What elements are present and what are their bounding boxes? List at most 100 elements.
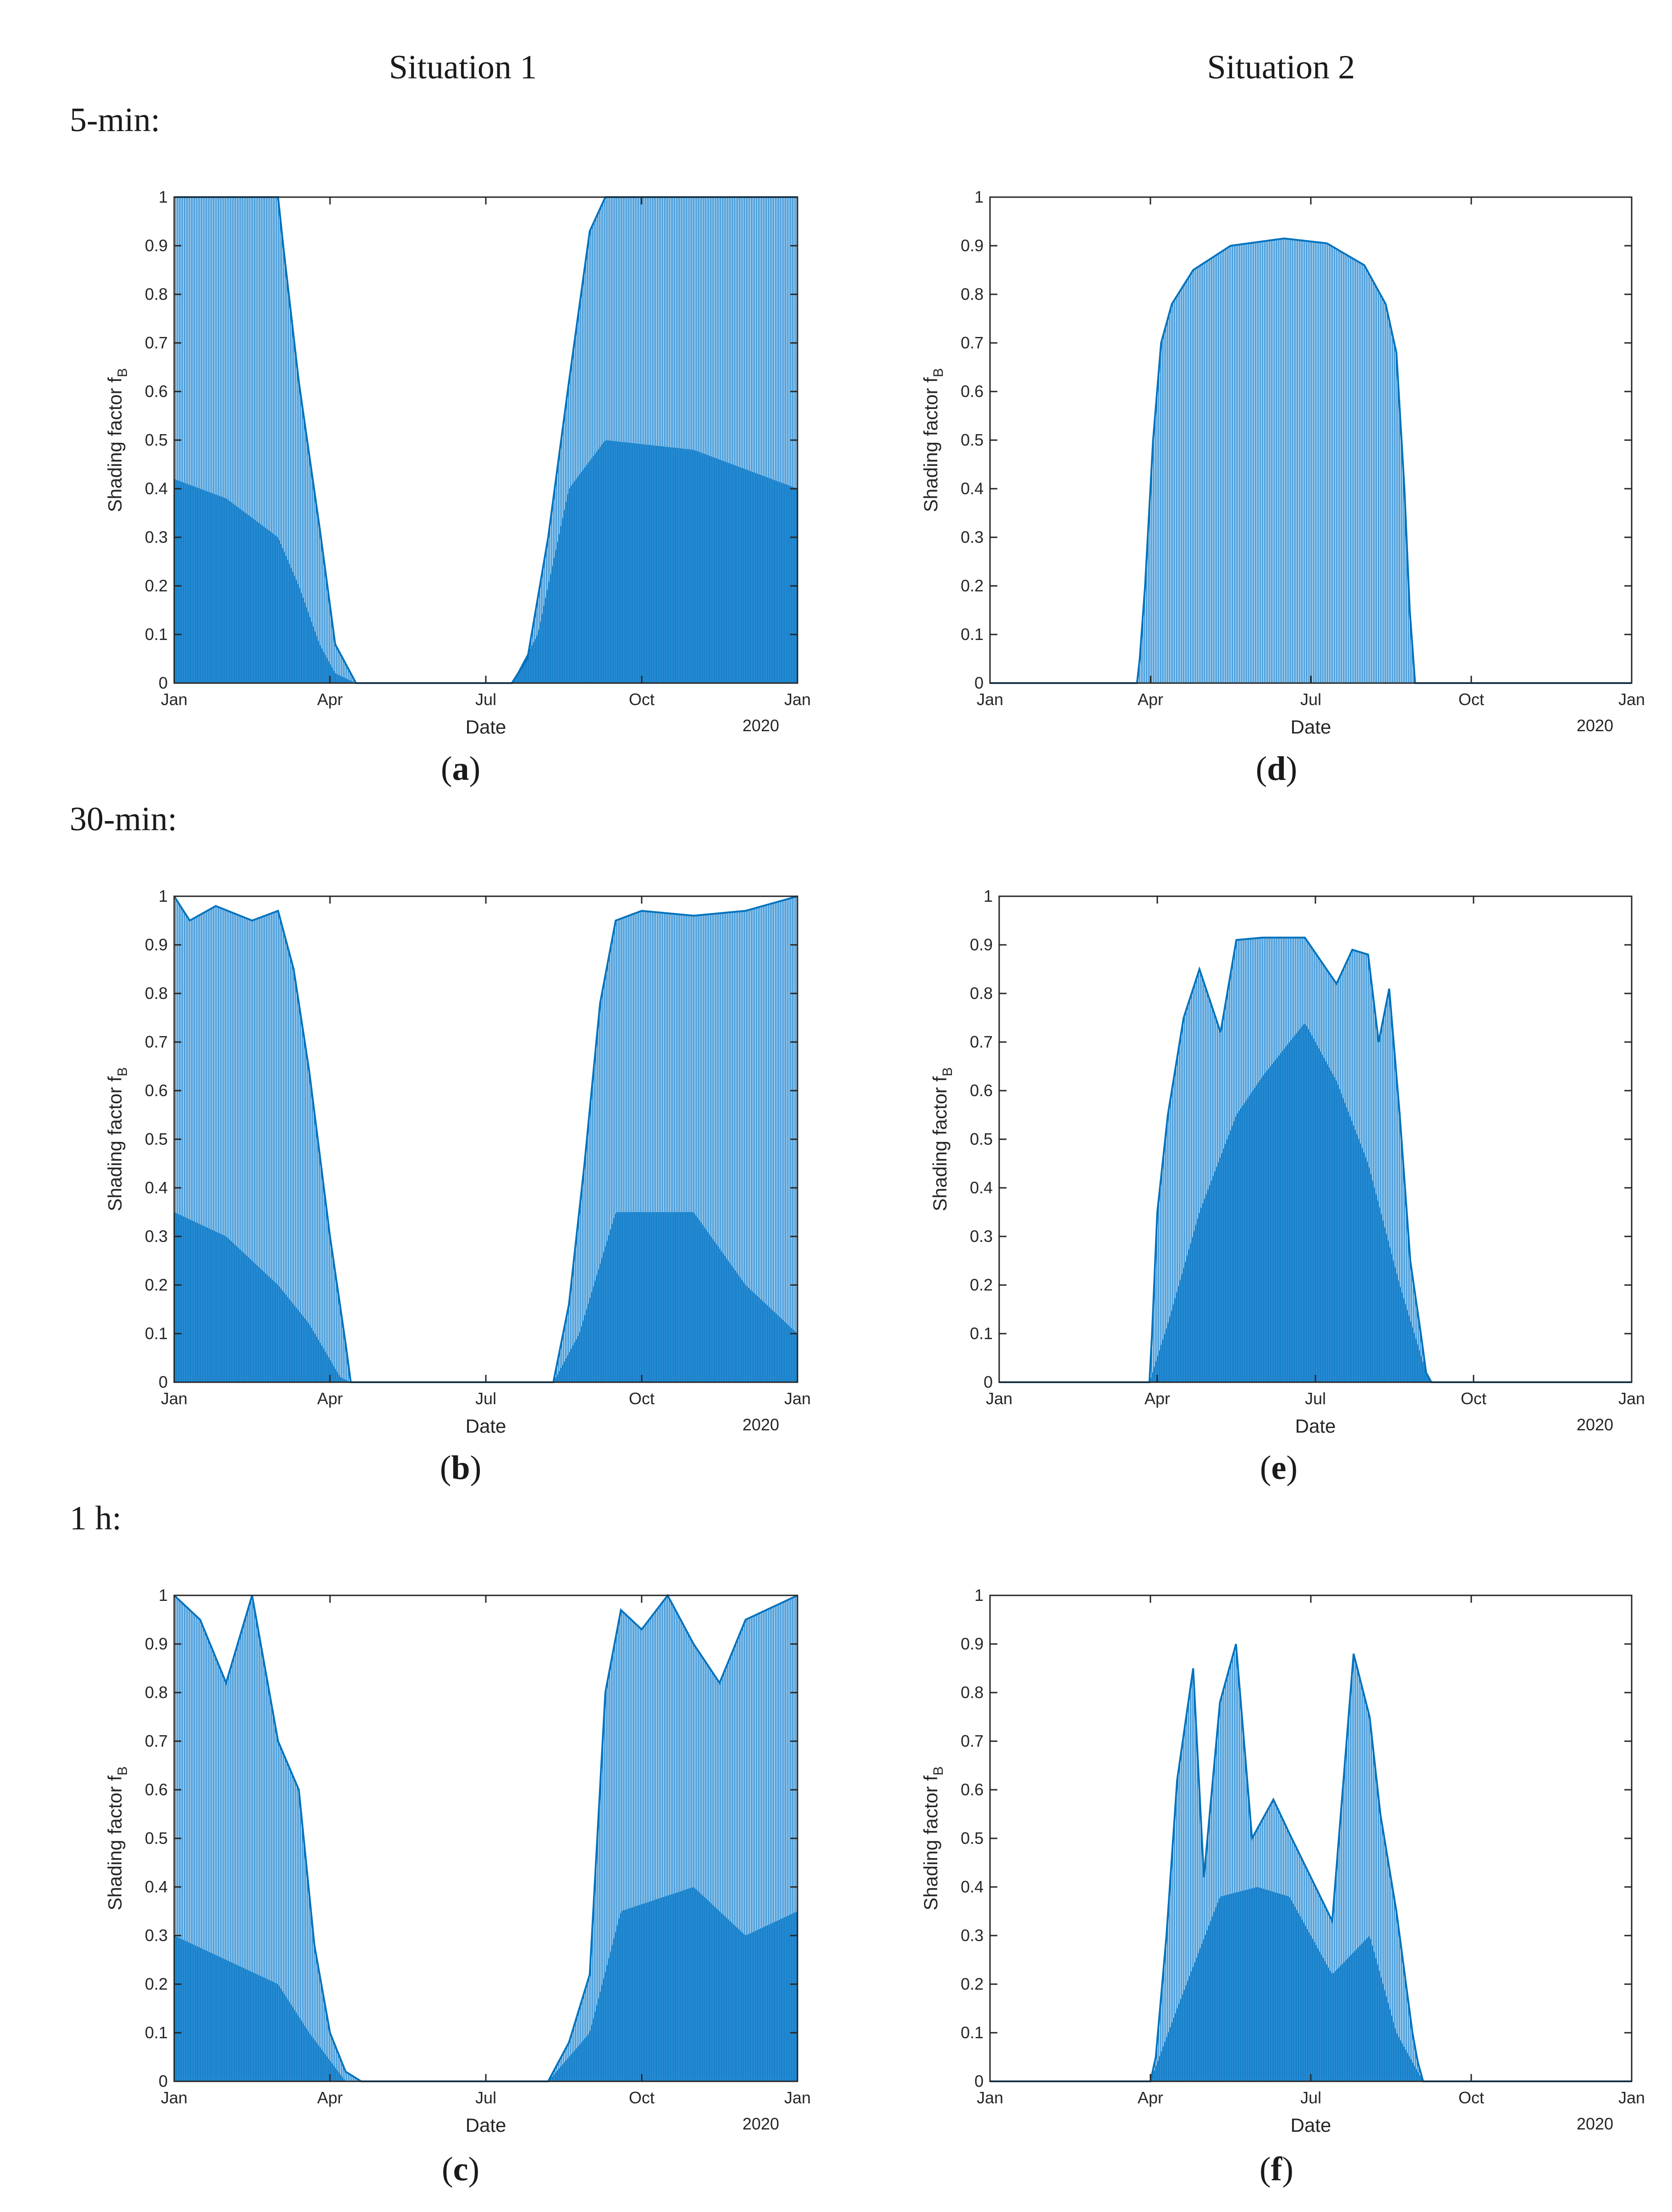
y-tick-label: 0.7 (145, 1032, 168, 1051)
y-axis-label: Shading factor fB (920, 368, 946, 512)
y-tick-label: 0.7 (961, 333, 984, 352)
caption-d: (d) (1255, 750, 1298, 788)
x-tick-label: Jan (784, 1389, 811, 1408)
x-year-label: 2020 (742, 716, 779, 735)
x-tick-label: Apr (317, 690, 343, 709)
caption-c-letter: c (453, 2151, 468, 2188)
y-tick-label: 0.6 (961, 382, 984, 401)
y-tick-label: 0 (974, 2072, 984, 2091)
y-axis-label: Shading factor fB (929, 1067, 955, 1211)
y-tick-label: 0.6 (970, 1081, 993, 1100)
caption-b: (b) (440, 1449, 482, 1487)
y-tick-label: 0.1 (961, 2023, 984, 2042)
row-header-30min: 30-min: (70, 800, 177, 838)
x-year-label: 2020 (1577, 716, 1613, 735)
y-axis-label-subscript: B (115, 1766, 130, 1776)
x-tick-label: Apr (1138, 2088, 1163, 2107)
y-axis-label-main: Shading factor f (920, 1776, 941, 1911)
x-tick-label: Jan (784, 690, 811, 709)
y-tick-label: 0.8 (145, 1683, 168, 1702)
y-tick-label: 0.4 (145, 1178, 168, 1197)
y-tick-label: 0.4 (961, 479, 984, 498)
x-tick-label: Jan (161, 690, 187, 709)
y-tick-label: 0.4 (970, 1178, 993, 1197)
chart-panel-e: 0 0.1 0.2 0.3 0.4 0.5 0.6 0.7 0.8 0.9 1 Jan Apr Jul Oc… (929, 887, 1645, 1437)
y-axis-label: Shading factor fB (104, 1067, 130, 1211)
y-tick-label: 0.1 (145, 625, 168, 644)
caption-a: (a) (440, 750, 481, 788)
y-tick-label: 0.8 (145, 984, 168, 1003)
x-tick-label: Jul (1305, 1389, 1326, 1408)
y-axis-label-subscript: B (115, 1067, 130, 1076)
y-tick-label: 0.5 (145, 430, 168, 449)
y-tick-label: 0.5 (145, 1829, 168, 1848)
y-axis-label-subscript: B (115, 368, 130, 377)
x-year-label: 2020 (742, 1415, 779, 1434)
y-axis-label-subscript: B (931, 368, 946, 377)
y-tick-label: 0.9 (961, 236, 984, 255)
x-tick-label: Jul (475, 690, 496, 709)
y-tick-label: 0.8 (145, 285, 168, 303)
series-envelope-line (999, 937, 1632, 1383)
y-tick-label: 0 (984, 1373, 993, 1391)
y-tick-label: 0.2 (961, 1975, 984, 1993)
x-tick-label: Jul (1300, 690, 1321, 709)
x-axis-label: Date (466, 716, 506, 738)
y-tick-label: 0 (159, 1373, 168, 1391)
x-year-label: 2020 (1577, 1415, 1613, 1434)
y-tick-label: 0.8 (970, 984, 993, 1003)
x-tick-label: Jan (1618, 1389, 1645, 1408)
x-axis-label: Date (1295, 1415, 1336, 1437)
y-tick-label: 0.2 (145, 576, 168, 595)
chart-panel-d: 0 0.1 0.2 0.3 0.4 0.5 0.6 0.7 0.8 0.9 1 Jan Apr Jul Oc… (920, 188, 1645, 738)
x-tick-label: Jan (986, 1389, 1012, 1408)
x-axis-label: Date (466, 1415, 506, 1437)
y-tick-label: 0.9 (970, 935, 993, 954)
caption-e-letter: e (1271, 1449, 1287, 1487)
y-tick-label: 0.6 (145, 382, 168, 401)
x-tick-label: Oct (1461, 1389, 1486, 1408)
row-header-5min: 5-min: (70, 101, 160, 139)
y-axis-label-main: Shading factor f (104, 1776, 126, 1911)
series-area (173, 895, 798, 1383)
y-axis-label-main: Shading factor f (920, 377, 941, 513)
y-tick-label: 0 (159, 673, 168, 692)
y-axis-label: Shading factor fB (920, 1766, 946, 1910)
x-tick-label: Jan (977, 2088, 1003, 2107)
x-tick-label: Apr (1138, 690, 1163, 709)
y-tick-label: 0.2 (145, 1275, 168, 1294)
y-tick-label: 0.9 (961, 1634, 984, 1653)
y-tick-label: 0.6 (961, 1780, 984, 1799)
y-tick-label: 0.1 (145, 1324, 168, 1343)
y-tick-label: 0.5 (145, 1130, 168, 1148)
caption-b-letter: b (451, 1449, 470, 1487)
x-tick-label: Jul (1300, 2088, 1321, 2107)
x-tick-label: Jul (475, 2088, 496, 2107)
y-tick-label: 0.4 (145, 1877, 168, 1896)
y-tick-label: 0.5 (961, 1829, 984, 1848)
plot-area (990, 197, 1632, 683)
column-header-situation-2: Situation 2 (1207, 49, 1355, 86)
y-tick-label: 0.7 (970, 1032, 993, 1051)
y-tick-label: 0 (159, 2072, 168, 2091)
y-axis-label-main: Shading factor f (929, 1076, 951, 1212)
y-tick-label: 0.2 (961, 576, 984, 595)
y-tick-label: 0.3 (145, 528, 168, 546)
y-tick-label: 0 (974, 673, 984, 692)
series-envelope-line (990, 237, 1632, 684)
y-tick-label: 0.9 (145, 935, 168, 954)
y-tick-label: 0.2 (970, 1275, 993, 1294)
x-tick-label: Oct (629, 690, 654, 709)
y-axis-label-subscript: B (931, 1766, 946, 1776)
y-tick-label: 0.9 (145, 1634, 168, 1653)
x-tick-label: Jan (1618, 2088, 1645, 2107)
y-tick-label: 0.3 (961, 1926, 984, 1945)
x-tick-label: Oct (629, 1389, 654, 1408)
y-axis-label: Shading factor fB (104, 368, 130, 512)
y-tick-label: 1 (984, 887, 993, 905)
y-tick-label: 0.5 (961, 430, 984, 449)
x-tick-label: Apr (317, 1389, 343, 1408)
x-axis-label: Date (466, 2114, 506, 2136)
y-tick-label: 0.5 (970, 1130, 993, 1148)
chart-panel-f: 0 0.1 0.2 0.3 0.4 0.5 0.6 0.7 0.8 0.9 1 Jan Apr Jul Oc… (920, 1586, 1645, 2136)
